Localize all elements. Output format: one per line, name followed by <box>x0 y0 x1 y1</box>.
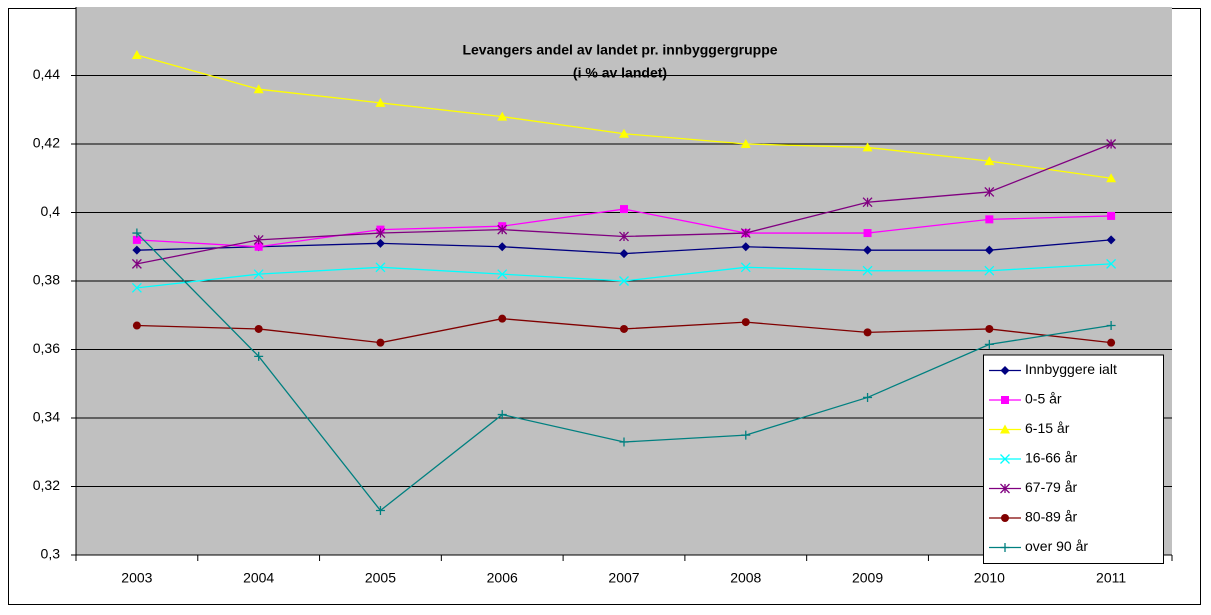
marker <box>863 328 872 337</box>
marker <box>741 242 751 252</box>
y-tick-label: 0,34 <box>33 409 60 425</box>
marker <box>1106 139 1117 149</box>
marker <box>132 235 141 244</box>
legend-label: over 90 år <box>1025 538 1088 554</box>
marker <box>619 128 629 138</box>
legend-label: Innbyggere ialt <box>1025 361 1117 377</box>
marker <box>619 231 629 242</box>
marker <box>985 215 994 224</box>
marker <box>1001 396 1009 404</box>
marker <box>985 324 994 333</box>
y-tick-label: 0,32 <box>33 477 60 493</box>
marker <box>984 265 995 276</box>
marker <box>984 156 995 166</box>
marker <box>1000 483 1010 494</box>
marker <box>132 245 142 255</box>
x-tick-label: 2004 <box>243 570 274 586</box>
y-tick-label: 0,4 <box>41 203 61 219</box>
marker <box>984 186 995 197</box>
marker <box>1000 454 1010 464</box>
marker <box>497 111 508 121</box>
marker <box>1106 321 1116 331</box>
chart-subtitle: (i % av landet) <box>573 65 667 81</box>
marker <box>1000 366 1010 375</box>
marker <box>984 245 994 255</box>
marker <box>863 245 873 255</box>
marker <box>497 410 507 420</box>
y-tick-label: 0,36 <box>33 340 60 356</box>
marker <box>741 430 751 440</box>
y-tick-label: 0,3 <box>41 546 61 562</box>
marker <box>375 228 386 239</box>
marker <box>1000 424 1010 434</box>
marker <box>1106 173 1117 183</box>
marker <box>1106 258 1117 269</box>
y-tick-label: 0,44 <box>33 66 60 82</box>
marker <box>131 282 142 293</box>
x-tick-label: 2003 <box>121 570 152 586</box>
marker <box>131 49 142 59</box>
marker <box>132 321 141 330</box>
marker <box>498 314 507 323</box>
y-tick-label: 0,38 <box>33 272 60 288</box>
marker <box>620 324 628 333</box>
marker <box>254 324 263 333</box>
marker <box>375 97 386 107</box>
marker <box>862 197 873 208</box>
marker <box>863 229 872 238</box>
marker <box>1000 543 1010 552</box>
marker <box>376 338 385 347</box>
marker <box>740 139 751 148</box>
marker <box>862 265 873 276</box>
marker <box>1107 338 1116 347</box>
x-tick-label: 2011 <box>1096 570 1126 586</box>
marker <box>741 318 750 327</box>
marker <box>619 249 629 259</box>
marker <box>497 224 508 235</box>
marker <box>497 242 507 252</box>
marker <box>254 242 263 251</box>
marker <box>253 269 264 280</box>
x-tick-label: 2008 <box>730 570 761 586</box>
marker <box>1106 235 1116 245</box>
x-tick-label: 2006 <box>487 570 518 586</box>
x-tick-label: 2005 <box>365 570 396 586</box>
marker <box>619 437 629 447</box>
marker <box>131 258 142 269</box>
legend-label: 80-89 år <box>1025 509 1077 525</box>
marker <box>863 392 873 402</box>
marker <box>1107 211 1116 220</box>
legend-label: 67-79 år <box>1025 479 1077 495</box>
marker <box>375 262 386 273</box>
marker <box>1001 514 1009 522</box>
marker <box>253 234 264 245</box>
chart-title: Levangers andel av landet pr. innbyggerg… <box>462 42 777 58</box>
marker <box>253 84 264 94</box>
x-tick-label: 2007 <box>608 570 639 586</box>
x-tick-label: 2010 <box>974 570 1005 586</box>
marker <box>740 228 751 239</box>
marker <box>619 276 629 286</box>
marker <box>984 339 994 349</box>
marker <box>497 269 508 280</box>
legend-label: 6-15 år <box>1025 420 1070 436</box>
marker <box>375 505 385 515</box>
marker <box>740 262 751 273</box>
marker <box>620 205 628 214</box>
x-tick-label: 2009 <box>852 570 883 586</box>
marker <box>375 238 385 248</box>
y-tick-label: 0,42 <box>33 135 60 151</box>
marker <box>132 228 142 238</box>
legend-label: 16-66 år <box>1025 450 1077 466</box>
legend-label: 0-5 år <box>1025 391 1062 407</box>
marker <box>862 142 873 152</box>
marker <box>254 351 264 361</box>
